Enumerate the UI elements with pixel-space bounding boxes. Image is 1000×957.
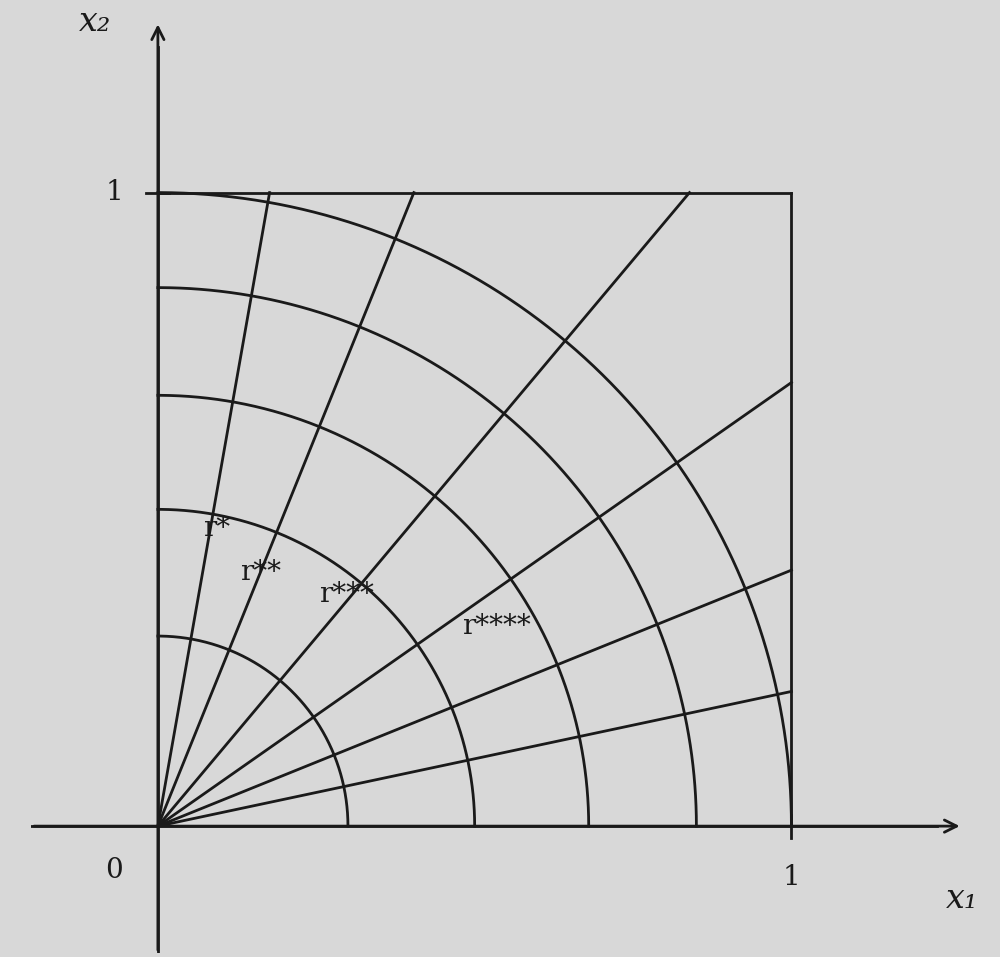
Text: 1: 1: [105, 179, 123, 206]
Text: 1: 1: [783, 864, 800, 891]
Text: 0: 0: [105, 857, 122, 884]
Text: x₂: x₂: [78, 6, 111, 37]
Text: x₁: x₁: [946, 883, 979, 915]
Text: r****: r****: [462, 613, 531, 640]
Text: r**: r**: [240, 559, 281, 587]
Text: r***: r***: [319, 582, 374, 609]
Text: r*: r*: [204, 515, 231, 542]
